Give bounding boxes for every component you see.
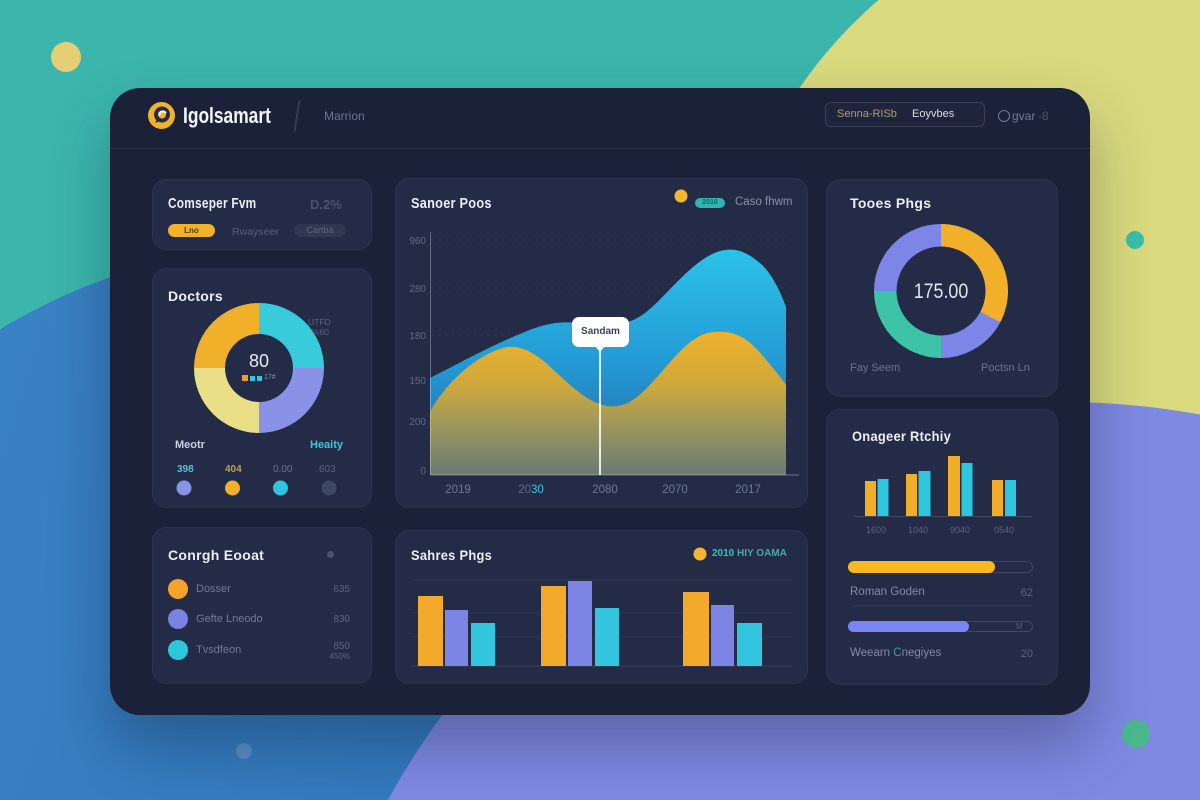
svg-text:180: 180 xyxy=(409,331,426,342)
svg-text:2017: 2017 xyxy=(735,484,761,496)
svg-text:2019: 2019 xyxy=(445,484,471,496)
svg-text:0: 0 xyxy=(420,466,426,477)
svg-text:2080: 2080 xyxy=(592,484,618,496)
svg-text:2030: 2030 xyxy=(518,484,544,496)
svg-text:960: 960 xyxy=(409,236,426,247)
svg-text:2070: 2070 xyxy=(662,484,688,496)
svg-text:280: 280 xyxy=(409,284,426,295)
svg-text:200: 200 xyxy=(409,417,426,428)
svg-text:150: 150 xyxy=(409,376,426,387)
